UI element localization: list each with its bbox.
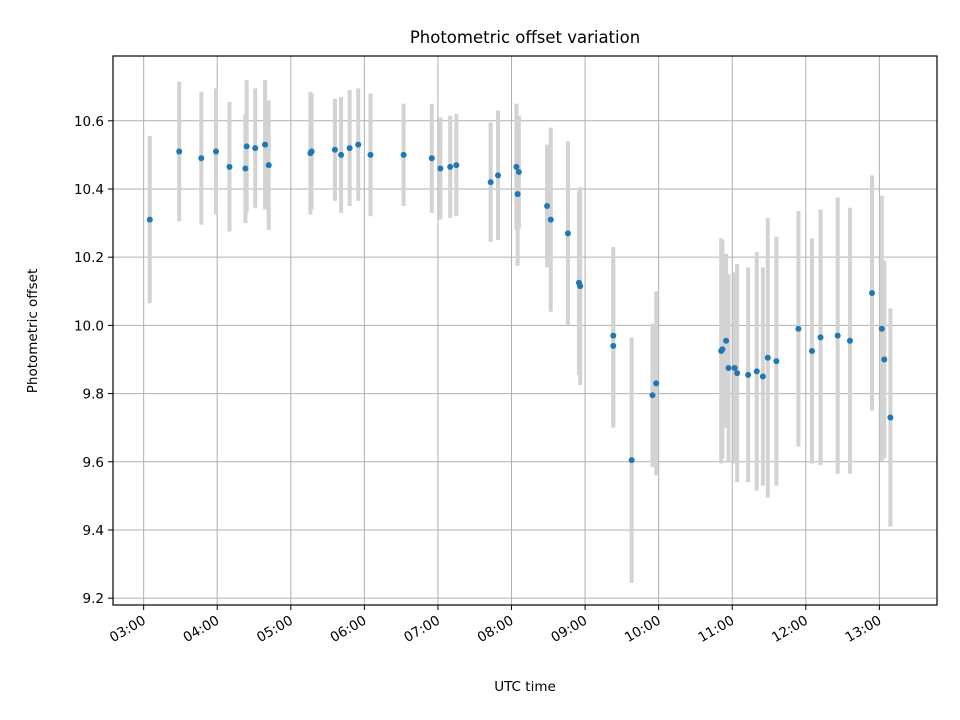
data-point (795, 325, 802, 332)
data-point (544, 203, 551, 210)
data-point (226, 163, 233, 170)
data-point (808, 347, 815, 354)
x-axis-label: UTC time (494, 679, 556, 695)
data-point (242, 165, 249, 172)
y-tick-label: 10.6 (74, 114, 104, 130)
y-tick-label: 9.6 (83, 455, 104, 471)
data-point (243, 143, 250, 150)
data-point (653, 380, 660, 387)
y-tick-label: 10.0 (74, 318, 104, 334)
data-point (887, 414, 894, 421)
data-point (487, 179, 494, 186)
data-point (846, 337, 853, 344)
data-point (453, 162, 460, 169)
chart-title: Photometric offset variation (410, 28, 640, 47)
data-point (355, 141, 362, 148)
data-point (610, 332, 617, 339)
data-points (146, 141, 894, 464)
y-tick-label: 9.2 (83, 591, 104, 607)
y-tick-label: 10.2 (74, 250, 104, 266)
data-point (428, 155, 435, 162)
data-point (577, 283, 584, 290)
data-point (331, 146, 338, 153)
data-point (649, 392, 656, 399)
data-point (745, 371, 752, 378)
data-point (213, 148, 219, 155)
data-point (764, 354, 771, 361)
data-point (400, 151, 407, 158)
data-point (564, 230, 571, 237)
plot-frame (112, 55, 938, 606)
data-point (753, 368, 760, 375)
data-point (198, 155, 205, 162)
data-point (817, 334, 824, 341)
data-point (252, 145, 259, 152)
data-point (734, 370, 741, 377)
data-point (881, 356, 888, 363)
data-point (495, 172, 502, 179)
data-point (719, 346, 726, 353)
data-point (878, 325, 885, 332)
data-point (759, 373, 766, 380)
data-point (547, 216, 554, 223)
data-point (834, 332, 841, 339)
data-point (514, 191, 521, 198)
data-point (869, 289, 876, 296)
y-tick-label: 9.4 (83, 523, 104, 539)
data-point (346, 145, 353, 152)
y-axis-ticks: 9.2 9.4 9.6 9.8 10.0 10.2 10.4 10.6 (74, 114, 113, 607)
data-point (513, 163, 520, 170)
data-point (515, 168, 522, 175)
data-point (723, 337, 730, 344)
data-point (731, 365, 738, 372)
y-tick-label: 10.4 (74, 182, 104, 198)
y-tick-label: 9.8 (83, 387, 104, 403)
data-point (437, 165, 444, 172)
data-point (725, 365, 732, 372)
data-point (176, 148, 183, 155)
data-point (262, 141, 269, 148)
y-axis-label: Photometric offset (25, 269, 41, 393)
data-point (338, 151, 345, 158)
data-point (367, 151, 374, 158)
data-point (308, 148, 315, 155)
data-point (447, 163, 454, 170)
data-point (773, 358, 780, 365)
data-point (146, 216, 153, 223)
data-point (610, 342, 617, 349)
data-point (628, 457, 635, 464)
data-point (265, 162, 272, 169)
